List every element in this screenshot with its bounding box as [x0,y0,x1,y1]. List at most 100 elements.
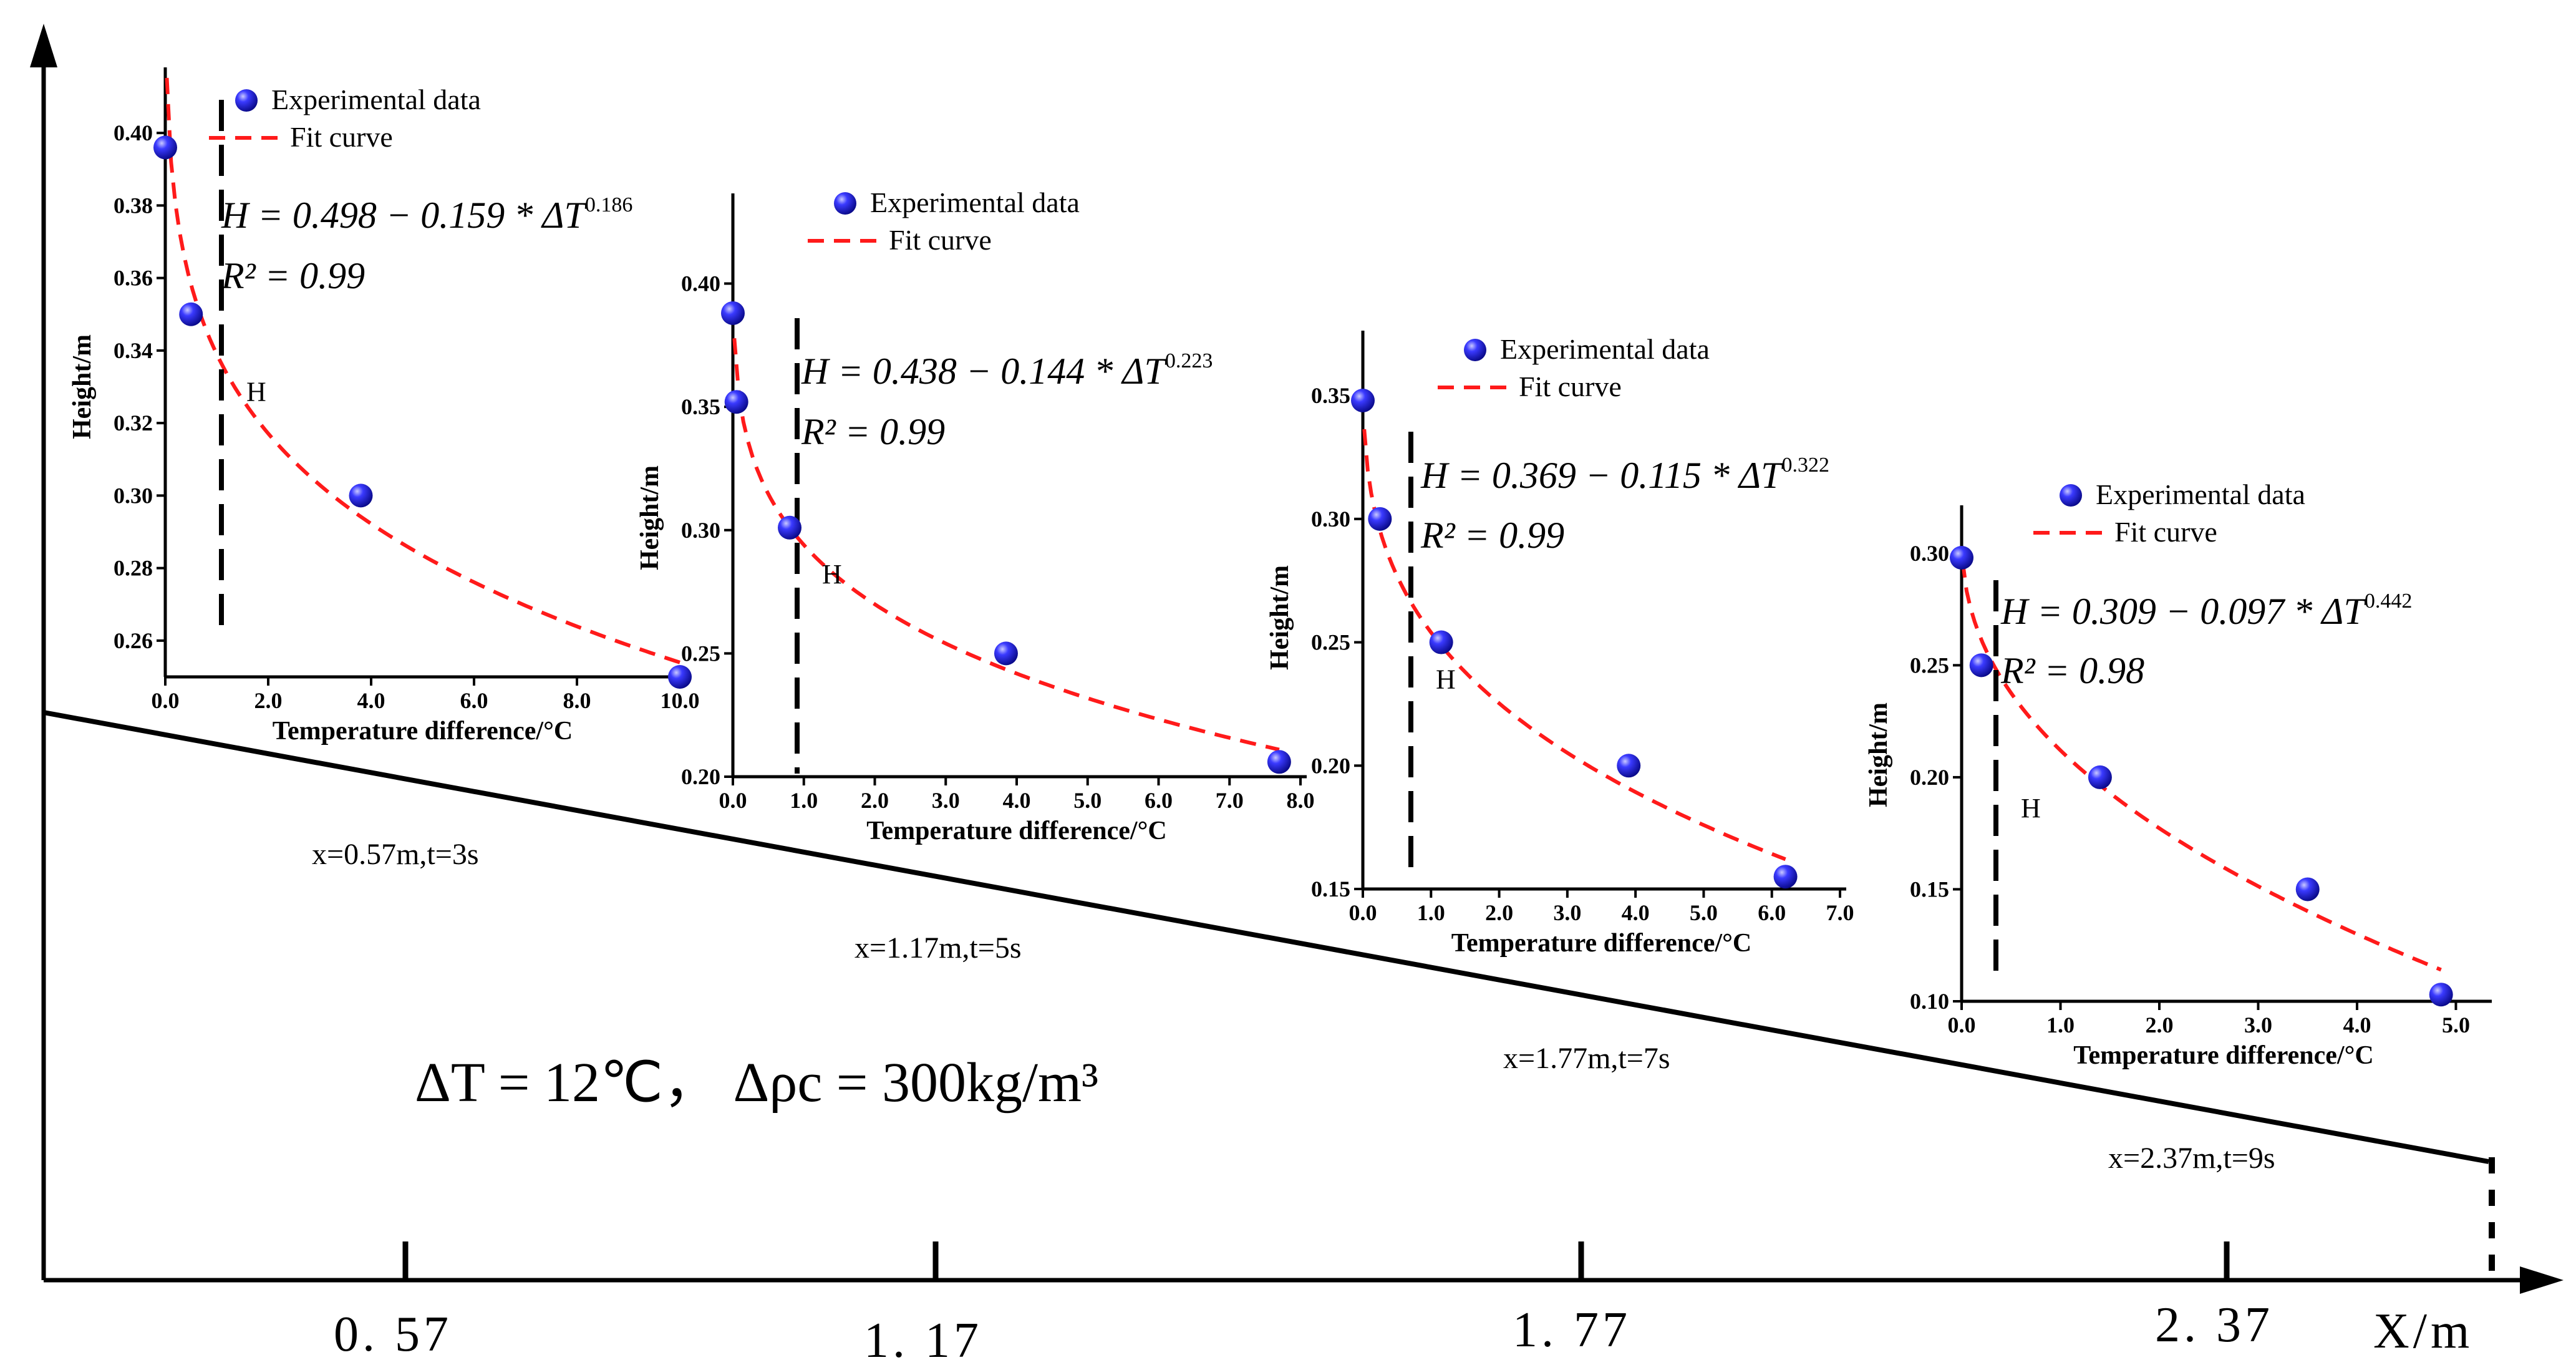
inset-data-point [994,641,1018,666]
inset-x-tick-label: 4.0 [357,688,385,713]
inset-fit-equation: H = 0.438 − 0.144 * ΔT0.223 [801,349,1213,392]
inset-y-tick-label: 0.36 [114,266,153,291]
inset-y-tick-label: 0.30 [1311,507,1350,532]
case-label: x=0.57m,t=3s [312,838,479,871]
inset-y-tick-label: 0.25 [1910,653,1949,678]
main-x-arrow-icon [2520,1266,2564,1294]
main-tick-label: 1. 17 [864,1313,982,1365]
main-tick-label: 2. 37 [2155,1298,2273,1353]
inset-h-label: H [2021,793,2041,823]
main-axes: 0. 57 1. 17 1. 77 2. 37 X/m ΔT = 12℃， Δρ… [30,24,2564,1365]
legend-point-marker [834,192,856,215]
inset-y-tick-label: 0.35 [681,394,720,419]
inset-y-tick-label: 0.20 [1311,753,1350,778]
inset-h-label: H [822,559,842,590]
inset-x-tick-label: 7.0 [1216,788,1244,813]
inset-data-point [1773,865,1798,889]
inset-x-tick-label: 4.0 [1003,788,1031,813]
inset-data-point [1351,389,1375,412]
inset-data-point [2088,765,2112,789]
inset-panel-x177: 0.0 1.0 2.0 3.0 4.0 5.0 6.0 7.0 0.15 0.20 0.25 0.30… [1266,331,1854,958]
inset-r2-label: R² = 0.99 [801,411,945,452]
inset-x-tick-label: 6.0 [1758,900,1786,925]
inset-x-tick-label: 0.0 [719,788,747,813]
inset-y-tick-label: 0.10 [1910,989,1949,1014]
inset-y-tick-label: 0.25 [1311,630,1350,655]
inset-x-tick-label: 5.0 [1073,788,1102,813]
legend-curve-label: Fit curve [290,121,393,153]
inset-data-point [153,135,177,160]
case-label: x=1.17m,t=5s [855,931,1022,964]
inset-x-tick-label: 1.0 [790,788,818,813]
inset-x-axis-title: Temperature difference/°C [866,817,1166,845]
inset-data-point [721,301,745,325]
inset-fit-curve [732,338,1280,752]
inset-h-label: H [1436,664,1456,695]
inset-x-axis-title: Temperature difference/°C [273,717,573,746]
legend-point-marker [2060,484,2082,507]
interface-line [43,710,2489,1164]
legend-points-label: Experimental data [1500,333,1710,365]
inset-r2-label: R² = 0.99 [1420,515,1564,556]
inset-x-tick-label: 0.0 [1948,1013,1976,1037]
case-label: x=2.37m,t=9s [2108,1142,2275,1175]
inset-y-axis-title: Height/m [1266,565,1294,670]
inset-data-point [668,665,692,689]
inset-x-tick-label: 1.0 [2046,1013,2075,1037]
legend-curve-label: Fit curve [889,224,992,256]
inset-y-tick-label: 0.30 [114,483,153,508]
inset-x-tick-label: 4.0 [1622,900,1650,925]
legend-curve-label: Fit curve [1519,371,1622,402]
inset-fit-equation: H = 0.309 − 0.097 * ΔT0.442 [2000,590,2412,632]
inset-y-tick-label: 0.26 [114,628,153,653]
inset-data-point [2429,983,2453,1007]
inset-data-point [1950,546,1973,570]
inset-r2-label: R² = 0.99 [221,255,365,296]
inset-data-point [1368,507,1392,531]
main-y-arrow-icon [30,24,57,67]
inset-y-tick-label: 0.15 [1910,877,1949,901]
legend-points-label: Experimental data [870,187,1080,218]
inset-y-tick-label: 0.35 [1311,383,1350,408]
inset-fit-curve [1960,561,2442,972]
inset-y-tick-label: 0.20 [681,764,720,789]
inset-y-tick-label: 0.40 [114,120,153,145]
inset-y-tick-label: 0.40 [681,271,720,296]
legend-points-label: Experimental data [2096,478,2305,510]
inset-y-tick-label: 0.30 [1910,541,1949,566]
inset-panel-x237: 0.0 1.0 2.0 3.0 4.0 5.0 0.10 0.15 0.20 0.25 0.30 Te… [1864,478,2492,1070]
inset-y-tick-label: 0.30 [681,518,720,543]
inset-x-tick-label: 0.0 [152,688,180,713]
inset-data-point [724,390,748,414]
inset-y-tick-label: 0.38 [114,193,153,218]
inset-x-tick-label: 5.0 [1690,900,1718,925]
inset-y-tick-label: 0.25 [681,641,720,666]
main-tick-label: 1. 77 [1513,1303,1631,1358]
inset-y-tick-label: 0.28 [114,556,153,581]
inset-x-tick-label: 2.0 [254,688,283,713]
inset-x-axis-title: Temperature difference/°C [2073,1041,2373,1070]
inset-x-tick-label: 4.0 [2343,1013,2371,1037]
inset-y-tick-label: 0.32 [114,410,153,435]
inset-y-tick-label: 0.15 [1311,877,1350,901]
inset-panel-x117: 0.0 1.0 2.0 3.0 4.0 5.0 6.0 7.0 8.0 0.20 0.25 0.30 0… [636,187,1315,845]
legend-point-marker [1464,339,1486,361]
inset-x-tick-label: 10.0 [661,688,700,713]
condition-label: ΔT = 12℃， Δρc = 300kg/m³ [415,1052,1098,1114]
inset-x-tick-label: 3.0 [1553,900,1581,925]
inset-y-axis-title: Height/m [1864,702,1893,807]
inset-x-tick-label: 5.0 [2442,1013,2470,1037]
inset-data-point [1969,653,1993,678]
inset-data-point [1267,750,1291,774]
inset-x-tick-label: 6.0 [460,688,488,713]
inset-x-tick-label: 1.0 [1417,900,1445,925]
inset-fit-equation: H = 0.369 − 0.115 * ΔT0.322 [1420,454,1829,496]
inset-data-point [179,302,203,326]
inset-x-tick-label: 2.0 [861,788,889,813]
inset-panel-x057: 0.0 2.0 4.0 6.0 8.0 10.0 0.26 0.28 0.30 0.32 0.34 0… [68,67,700,746]
inset-x-tick-label: 8.0 [1287,788,1315,813]
inset-h-label: H [246,377,266,407]
inset-x-axis-title: Temperature difference/°C [1451,929,1751,958]
inset-fit-equation: H = 0.498 − 0.159 * ΔT0.186 [221,193,632,236]
